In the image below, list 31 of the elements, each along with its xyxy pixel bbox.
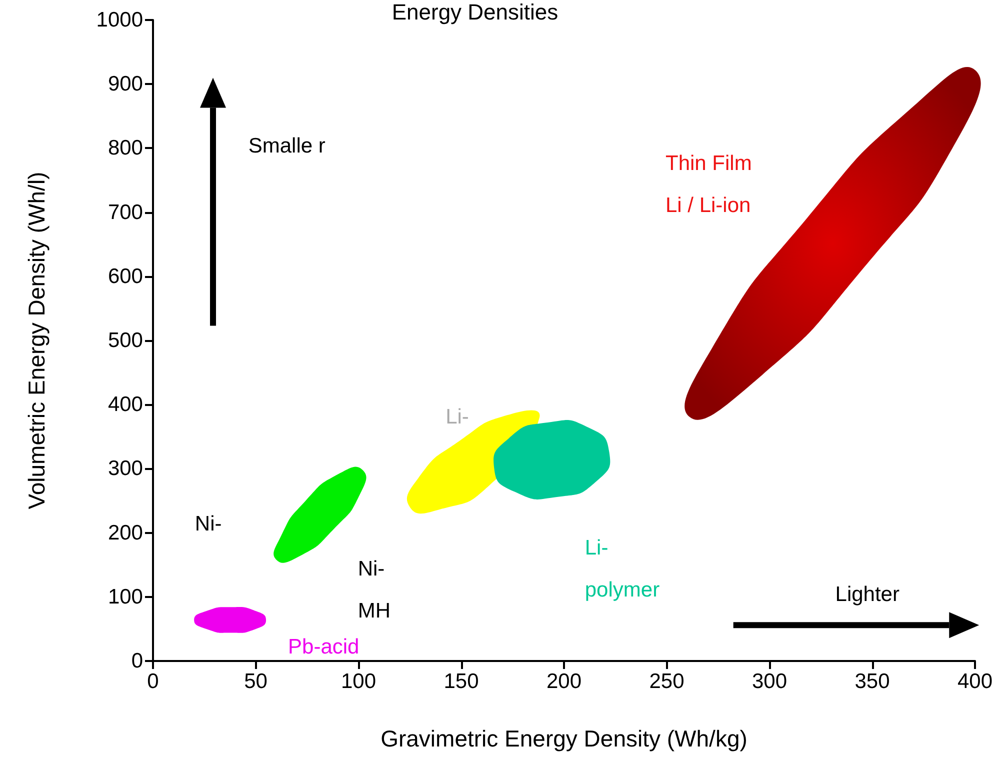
x-tick-label: 0 [147, 670, 159, 693]
y-tick-label: 400 [108, 393, 143, 416]
y-tick-label: 800 [108, 136, 143, 160]
text: Li- polymer [584, 536, 660, 602]
x-tick-label: 100 [340, 670, 376, 693]
y-tick-label: 1000 [96, 8, 143, 32]
annotation: Smalle r [248, 134, 326, 158]
x-tick-label: 250 [649, 670, 684, 693]
series-label: Li- [446, 406, 469, 429]
x-tick-label: 200 [546, 670, 582, 693]
y-tick-label: 0 [131, 650, 143, 672]
chart-title: Energy Densities [392, 0, 558, 24]
y-tick-label: 300 [108, 457, 143, 480]
y-tick-label: 900 [108, 72, 143, 96]
x-tick-label: 400 [957, 670, 993, 693]
x-tick-label: 300 [752, 670, 788, 693]
x-tick-label: 150 [444, 670, 479, 693]
y-tick-label: 500 [108, 329, 143, 352]
y-tick-label: 200 [108, 521, 143, 544]
x-tick-label: 50 [244, 670, 268, 693]
y-tick-label: 100 [108, 585, 143, 608]
annotation: Ni- [194, 512, 222, 536]
x-axis-title: Gravimetric Energy Density (Wh/kg) [380, 726, 748, 752]
annotation: Lighter [835, 583, 900, 606]
x-tick-label: 350 [854, 670, 890, 693]
y-tick-label: 700 [108, 200, 143, 224]
y-axis-title: Volumetric Energy Density (Wh/l) [24, 172, 50, 510]
series-label: Ni- MH [358, 557, 391, 622]
text: Thin Film Li / Li-ion [665, 152, 752, 218]
series-label: Pb-acid [288, 635, 360, 658]
y-tick-label: 600 [108, 264, 143, 288]
